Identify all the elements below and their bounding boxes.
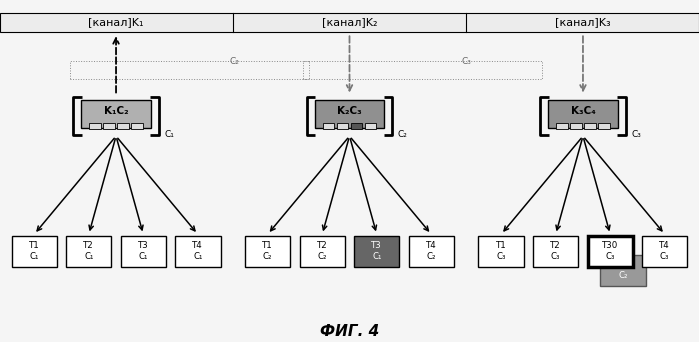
- Bar: [600, 255, 645, 286]
- Bar: [584, 123, 596, 129]
- Bar: [89, 123, 101, 129]
- Bar: [103, 123, 115, 129]
- Text: C₃: C₃: [631, 130, 641, 139]
- Text: T2
C₂: T2 C₂: [317, 241, 328, 261]
- Bar: [598, 123, 610, 129]
- Bar: [478, 236, 524, 267]
- Text: T4
C₁: T4 C₁: [192, 241, 203, 261]
- Text: K₃C₄: K₃C₄: [570, 106, 596, 116]
- Bar: [81, 100, 151, 128]
- Text: [канал]K₃: [канал]K₃: [555, 17, 611, 27]
- Text: ФИГ. 4: ФИГ. 4: [320, 324, 379, 339]
- Bar: [351, 123, 362, 129]
- Bar: [121, 236, 166, 267]
- Text: T2
C₁: T2 C₁: [83, 241, 94, 261]
- Bar: [323, 123, 334, 129]
- Text: T3
C₁: T3 C₁: [138, 241, 149, 261]
- Text: [канал]K₁: [канал]K₁: [88, 17, 144, 27]
- Bar: [548, 100, 618, 128]
- Bar: [408, 236, 454, 267]
- Bar: [337, 123, 348, 129]
- Text: T1
C₃: T1 C₃: [496, 241, 507, 261]
- Text: T2
C₃: T2 C₃: [550, 241, 561, 261]
- Bar: [12, 236, 57, 267]
- Text: T4
C₂: T4 C₂: [426, 241, 437, 261]
- Bar: [365, 123, 376, 129]
- Text: K₁C₂: K₁C₂: [103, 106, 129, 116]
- Bar: [556, 123, 568, 129]
- Bar: [570, 123, 582, 129]
- Bar: [315, 100, 384, 128]
- Bar: [0, 13, 699, 32]
- Bar: [70, 61, 309, 79]
- Text: [канал]K₂: [канал]K₂: [322, 17, 377, 27]
- Bar: [245, 236, 291, 267]
- Text: C₂: C₂: [398, 130, 408, 139]
- Text: T4
C₃: T4 C₃: [659, 241, 670, 261]
- Bar: [303, 61, 542, 79]
- Text: T1
C₁: T1 C₁: [29, 241, 40, 261]
- Text: T3
C₂: T3 C₂: [617, 260, 628, 280]
- Text: C₁: C₁: [164, 130, 174, 139]
- Bar: [587, 236, 633, 267]
- Bar: [533, 236, 578, 267]
- Bar: [642, 236, 688, 267]
- Bar: [131, 123, 143, 129]
- Bar: [299, 236, 345, 267]
- Text: C₃: C₃: [462, 57, 472, 66]
- Text: T3
C₁: T3 C₁: [371, 241, 382, 261]
- Bar: [175, 236, 221, 267]
- Bar: [66, 236, 112, 267]
- Bar: [354, 236, 400, 267]
- Text: T30
C₃: T30 C₃: [602, 241, 619, 261]
- Bar: [117, 123, 129, 129]
- Text: T1
C₂: T1 C₂: [262, 241, 273, 261]
- Text: K₂C₃: K₂C₃: [337, 106, 362, 116]
- Text: C₂: C₂: [229, 57, 239, 66]
